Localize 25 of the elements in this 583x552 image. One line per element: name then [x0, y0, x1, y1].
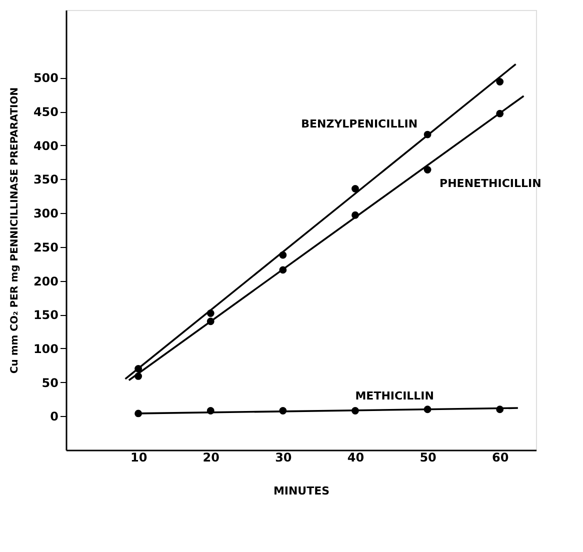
y-axis-title: Cu mm CO₂ PER mg PENNICILLINASE PREPARATION: [9, 87, 20, 374]
x-tick-label: 10: [130, 450, 148, 464]
x-axis-title: MINUTES: [273, 484, 330, 498]
y-tick-label: 450: [33, 105, 58, 120]
point: [424, 166, 432, 174]
y-tick-label: 0: [50, 410, 58, 424]
x-tick-label: 40: [347, 450, 364, 464]
point: [352, 185, 359, 192]
y-tick-label: 500: [33, 71, 58, 86]
series-label: PHENETHICILLIN: [440, 176, 542, 190]
point: [496, 78, 504, 86]
y-tick-label: 350: [33, 172, 58, 187]
y-tick-label: 400: [33, 138, 58, 153]
y-tick-label: 300: [33, 206, 58, 221]
y-tick-label: 150: [33, 308, 58, 322]
series-label: METHICILLIN: [355, 390, 434, 403]
x-tick-label: 50: [420, 450, 436, 464]
y-tick-label: 200: [33, 274, 58, 288]
y-tick-label: 250: [33, 240, 58, 254]
x-tick-label: 30: [275, 450, 292, 464]
y-tick-label: 50: [42, 376, 58, 390]
x-tick-label: 60: [492, 450, 509, 464]
x-tick-label: 20: [202, 450, 220, 464]
y-tick-label: 100: [33, 342, 58, 356]
series-label: BENZYLPENICILLIN: [301, 118, 418, 131]
